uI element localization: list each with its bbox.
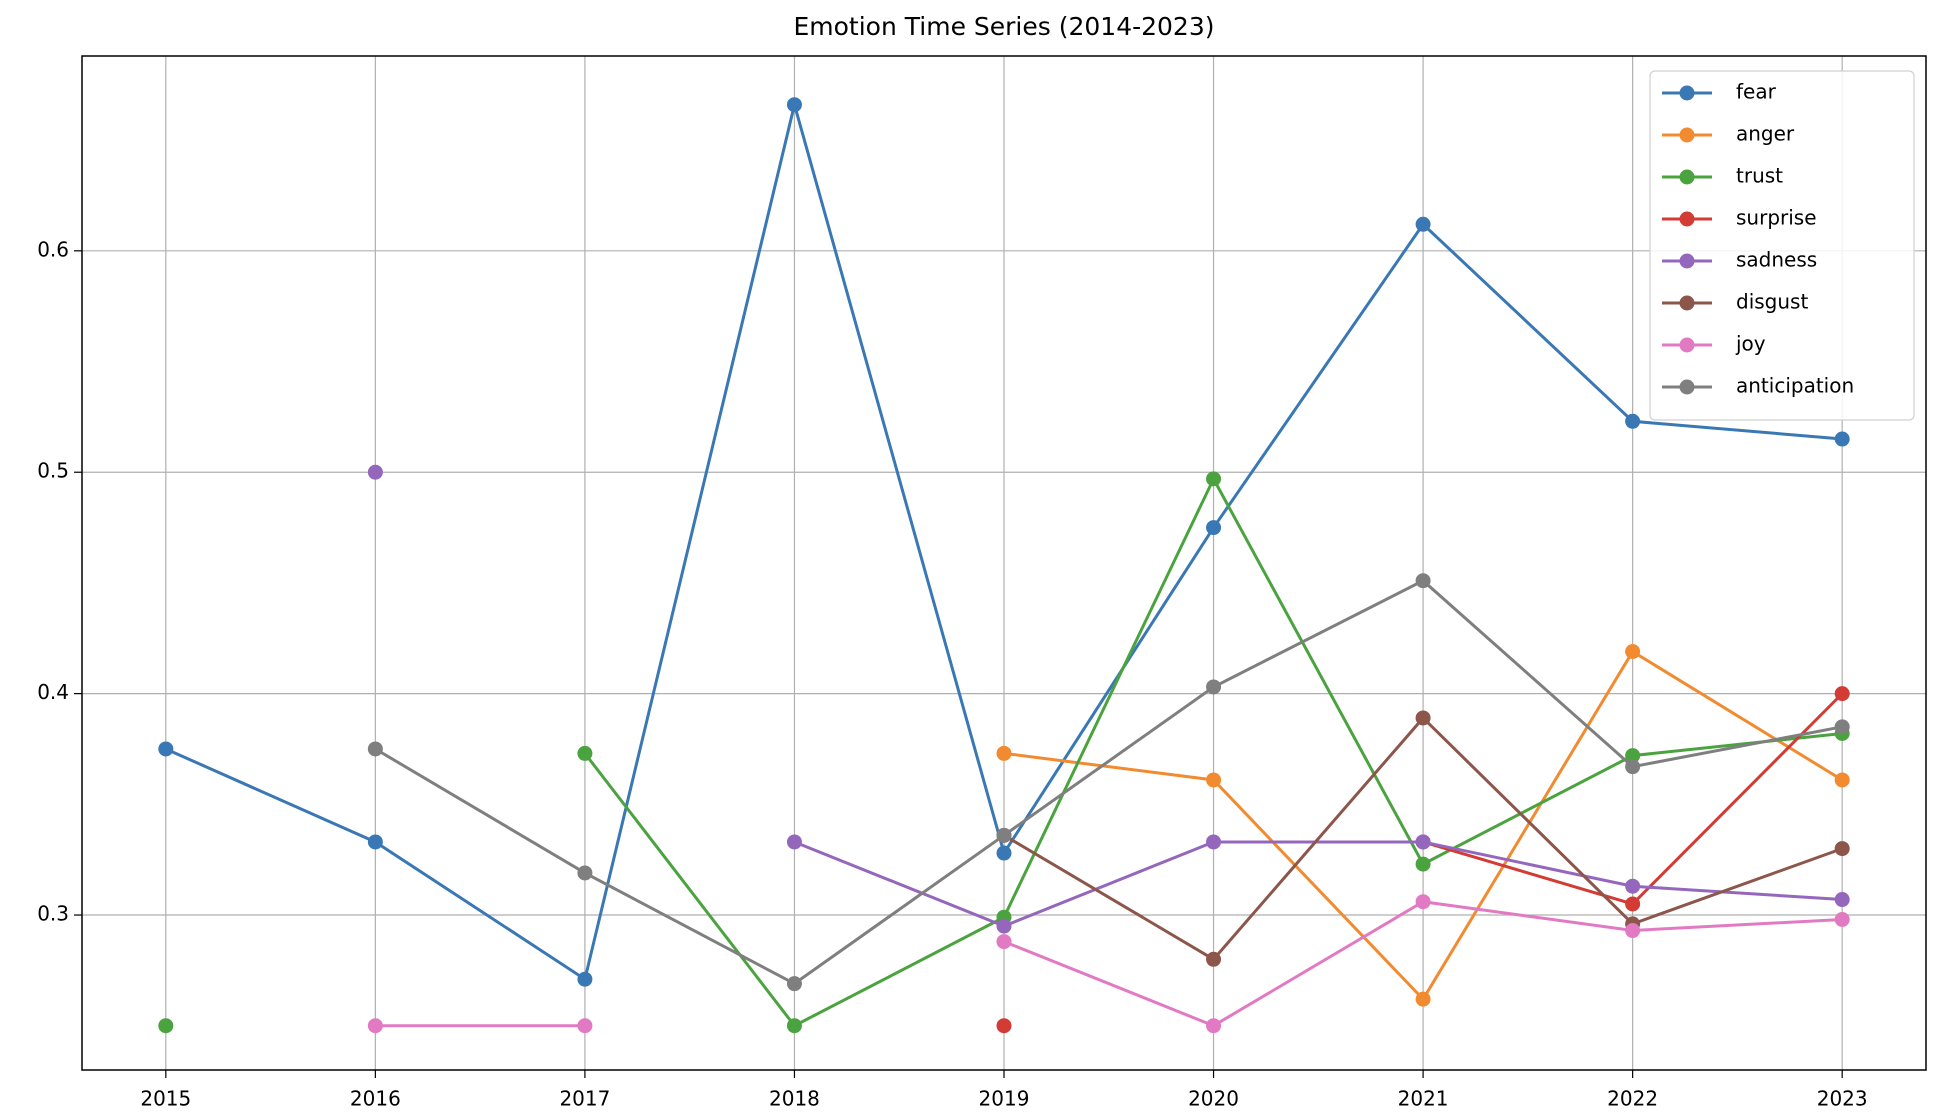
chart-title: Emotion Time Series (2014-2023)	[793, 12, 1214, 41]
legend-box	[1649, 70, 1915, 421]
point	[1415, 710, 1431, 726]
point	[1206, 520, 1222, 536]
point	[1625, 923, 1641, 939]
legend-marker	[1679, 127, 1695, 143]
point	[786, 1018, 802, 1034]
x-tick-label: 2017	[559, 1087, 610, 1111]
legend-label: fear	[1736, 80, 1777, 104]
point	[1834, 892, 1850, 908]
point	[1206, 1018, 1222, 1034]
point	[158, 741, 174, 757]
point	[367, 741, 383, 757]
point	[996, 745, 1012, 761]
point	[158, 1018, 174, 1034]
point	[786, 976, 802, 992]
point	[367, 1018, 383, 1034]
point	[1625, 644, 1641, 660]
point	[1206, 679, 1222, 695]
x-tick-label: 2016	[350, 1087, 401, 1111]
point	[1834, 911, 1850, 927]
legend-marker	[1679, 85, 1695, 101]
point	[996, 934, 1012, 950]
x-tick-label: 2018	[769, 1087, 820, 1111]
point	[1415, 894, 1431, 910]
x-tick-label: 2021	[1398, 1087, 1449, 1111]
legend-marker	[1679, 379, 1695, 395]
x-tick-label: 2015	[140, 1087, 191, 1111]
line	[793, 840, 1843, 928]
point	[1625, 748, 1641, 764]
point	[996, 845, 1012, 861]
legend-label: anticipation	[1736, 374, 1854, 398]
point	[577, 745, 593, 761]
point	[1834, 841, 1850, 857]
plot-frame	[81, 55, 1927, 1071]
legend-marker	[1679, 253, 1695, 269]
point	[1206, 772, 1222, 788]
point	[367, 464, 383, 480]
point	[1625, 413, 1641, 429]
point	[996, 1018, 1012, 1034]
legend-label: surprise	[1736, 206, 1817, 230]
y-tick-label: 0.3	[37, 902, 69, 926]
y-tick-label: 0.6	[37, 237, 69, 261]
y-tick-label: 0.5	[37, 459, 69, 483]
x-tick-label: 2020	[1188, 1087, 1239, 1111]
point	[1625, 759, 1641, 775]
x-tick-label: 2023	[1817, 1087, 1868, 1111]
legend-marker	[1679, 211, 1695, 227]
legend: fear anger trust surprise sadness disgust joy a…	[1649, 70, 1915, 421]
point	[1415, 573, 1431, 589]
point	[1625, 896, 1641, 912]
legend-label: anger	[1736, 122, 1795, 146]
point	[1834, 686, 1850, 702]
point	[1834, 719, 1850, 735]
point	[1625, 878, 1641, 894]
point	[1206, 471, 1222, 487]
point	[1415, 834, 1431, 850]
legend-label: joy	[1735, 332, 1766, 356]
point	[786, 97, 802, 113]
legend-marker	[1679, 295, 1695, 311]
point	[1415, 216, 1431, 232]
line	[374, 578, 1843, 986]
point	[1206, 951, 1222, 967]
x-tick-label: 2019	[979, 1087, 1030, 1111]
point	[1415, 991, 1431, 1007]
point	[577, 865, 593, 881]
point	[996, 827, 1012, 843]
legend-marker	[1679, 337, 1695, 353]
point	[786, 834, 802, 850]
point	[996, 918, 1012, 934]
legend-label: trust	[1736, 164, 1783, 188]
y-tick-label: 0.4	[37, 680, 69, 704]
point	[577, 971, 593, 987]
line	[375, 900, 1843, 1028]
legend-marker	[1679, 169, 1695, 185]
point	[367, 834, 383, 850]
legend-label: sadness	[1736, 248, 1817, 272]
point	[1415, 856, 1431, 872]
x-tick-label: 2022	[1607, 1087, 1658, 1111]
point	[1206, 834, 1222, 850]
legend-label: disgust	[1736, 290, 1808, 314]
point	[1834, 431, 1850, 447]
point	[577, 1018, 593, 1034]
point	[1834, 772, 1850, 788]
